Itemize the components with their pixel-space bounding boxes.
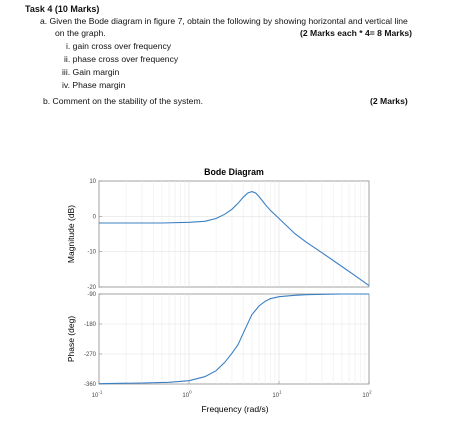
magnitude-panel-frame — [98, 180, 370, 288]
phase-y-tick-label: -90 — [87, 292, 96, 298]
sub-item-phase-margin: iv. Phase margin — [62, 80, 126, 90]
question-a-text: a. Given the Bode diagram in figure 7, o… — [40, 16, 408, 26]
x-tick-label: 102 — [362, 390, 372, 400]
magnitude-y-tick-label: 10 — [89, 179, 96, 185]
question-b-marks: (2 Marks) — [370, 96, 408, 106]
question-a-text-continued: on the graph. — [55, 28, 106, 38]
phase-y-tick-label: -360 — [84, 382, 97, 388]
sub-item-phase-crossover: ii. phase cross over frequency — [64, 54, 179, 64]
magnitude-y-tick-label: 0 — [93, 214, 97, 220]
phase-y-axis-label: Phase (deg) — [66, 316, 76, 362]
x-tick-label: 101 — [272, 390, 282, 400]
chart-title: Bode Diagram — [204, 167, 264, 177]
magnitude-y-tick-label: -20 — [87, 285, 96, 291]
task-heading: Task 4 (10 Marks) — [25, 4, 100, 14]
magnitude-y-axis-label: Magnitude (dB) — [66, 205, 76, 263]
x-tick-label: 10-1 — [92, 390, 103, 400]
phase-y-tick-label: -270 — [84, 352, 97, 358]
question-b-text: b. Comment on the stability of the syste… — [43, 96, 204, 106]
x-axis-label: Frequency (rad/s) — [201, 404, 268, 414]
phase-panel-frame — [98, 293, 370, 385]
question-a-marks: (2 Marks each * 4= 8 Marks) — [300, 28, 413, 38]
sub-item-gain-margin: iii. Gain margin — [62, 67, 120, 77]
x-tick-label: 100 — [182, 390, 192, 400]
phase-y-tick-label: -180 — [84, 322, 97, 328]
phase-series-line — [98, 293, 369, 385]
magnitude-series-line — [99, 191, 370, 287]
magnitude-y-tick-label: -10 — [87, 250, 96, 256]
sub-item-gain-crossover: i. gain cross over frequency — [66, 41, 172, 51]
